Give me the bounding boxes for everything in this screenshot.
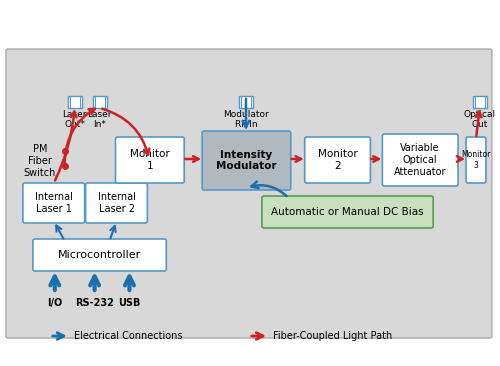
Text: RS-232: RS-232 [75, 298, 114, 308]
Text: Optical
Out: Optical Out [464, 110, 496, 130]
FancyBboxPatch shape [466, 137, 486, 183]
Text: Laser
In*: Laser In* [88, 110, 112, 130]
Text: Microcontroller: Microcontroller [58, 250, 141, 260]
Text: Electrical Connections: Electrical Connections [74, 331, 182, 341]
Text: Modulator
RF In: Modulator RF In [223, 110, 269, 130]
Bar [92, 96, 106, 108]
FancyBboxPatch shape [304, 137, 370, 183]
FancyBboxPatch shape [262, 196, 433, 228]
Text: Internal
Laser 2: Internal Laser 2 [98, 192, 136, 214]
Text: Monitor
3: Monitor 3 [462, 150, 490, 170]
Text: USB: USB [118, 298, 141, 308]
Text: Intensity
Modulator: Intensity Modulator [216, 150, 277, 171]
Text: Internal
Laser 1: Internal Laser 1 [35, 192, 72, 214]
Text: PM
Fiber
Switch: PM Fiber Switch [24, 145, 56, 178]
Bar [68, 96, 82, 108]
Text: I/O: I/O [47, 298, 62, 308]
FancyBboxPatch shape [6, 49, 492, 338]
FancyBboxPatch shape [202, 131, 291, 190]
FancyBboxPatch shape [382, 134, 458, 186]
Bar [473, 96, 487, 108]
FancyBboxPatch shape [86, 183, 148, 223]
Text: Laser
Out*: Laser Out* [62, 110, 87, 130]
FancyBboxPatch shape [23, 183, 84, 223]
FancyBboxPatch shape [116, 137, 184, 183]
Text: Variable
Optical
Attenuator: Variable Optical Attenuator [394, 143, 446, 177]
Text: Automatic or Manual DC Bias: Automatic or Manual DC Bias [271, 207, 424, 217]
FancyBboxPatch shape [33, 239, 166, 271]
Bar [239, 96, 253, 108]
Text: Fiber-Coupled Light Path: Fiber-Coupled Light Path [273, 331, 392, 341]
Text: Monitor
1: Monitor 1 [130, 149, 170, 171]
Text: Monitor
2: Monitor 2 [318, 149, 358, 171]
